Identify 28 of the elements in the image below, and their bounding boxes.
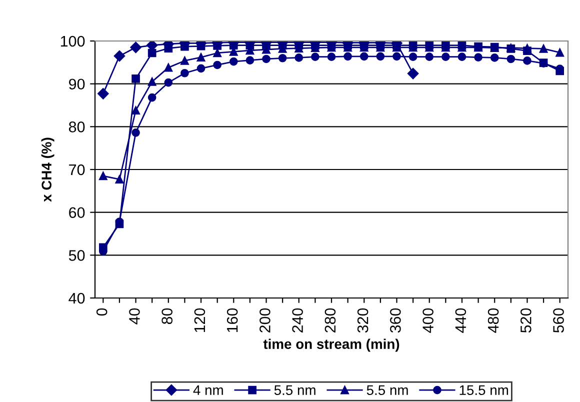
y-tick-label: 60 — [69, 207, 85, 218]
x-tick-label: 320 — [357, 308, 368, 333]
x-tick-label: 40 — [129, 308, 140, 324]
x-tick-label: 360 — [390, 308, 401, 333]
x-tick-label: 520 — [520, 308, 532, 333]
legend-label: 5.5 nm — [366, 385, 408, 396]
y-tick-label: 80 — [68, 122, 85, 132]
legend-label: 15.5 nm — [460, 385, 508, 396]
x-tick-label: 240 — [292, 308, 303, 332]
x-tick-label: 440 — [455, 308, 466, 333]
x-tick-label: 0 — [96, 308, 108, 316]
y-tick-label: 100 — [60, 36, 85, 47]
x-tick-label: 480 — [488, 308, 499, 333]
y-tick-label: 70 — [69, 164, 85, 176]
y-tick-label: 90 — [69, 78, 85, 90]
x-tick-label: 560 — [553, 308, 564, 333]
y-tick-label: 40 — [68, 292, 85, 304]
y-axis-title: x CH4 (%) — [41, 138, 54, 202]
legend-label: 4 nm — [193, 385, 223, 395]
x-tick-label: 80 — [162, 308, 172, 324]
x-tick-label: 120 — [194, 308, 206, 332]
x-tick-label: 280 — [324, 308, 336, 332]
x-tick-label: 200 — [260, 308, 270, 332]
x-axis-title: time on stream (min) — [263, 338, 400, 352]
y-tick-label: 50 — [68, 250, 85, 261]
x-tick-label: 160 — [226, 308, 238, 332]
legend-label: 5.5 nm — [274, 385, 316, 396]
x-tick-label: 400 — [422, 308, 434, 333]
